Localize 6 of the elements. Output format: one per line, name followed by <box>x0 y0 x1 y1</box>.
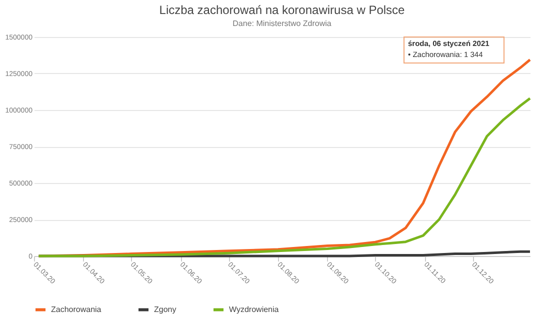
line-series <box>38 97 532 258</box>
legend-label: Zachorowania <box>51 304 102 314</box>
legend-label: Zgony <box>154 304 176 314</box>
chart-subtitle: Dane: Ministerstwo Zdrowia <box>232 19 332 28</box>
chart-title: Liczba zachorowań na koronawirusa w Polsce <box>159 3 406 17</box>
legend-label: Wyzdrowienia <box>229 304 280 314</box>
